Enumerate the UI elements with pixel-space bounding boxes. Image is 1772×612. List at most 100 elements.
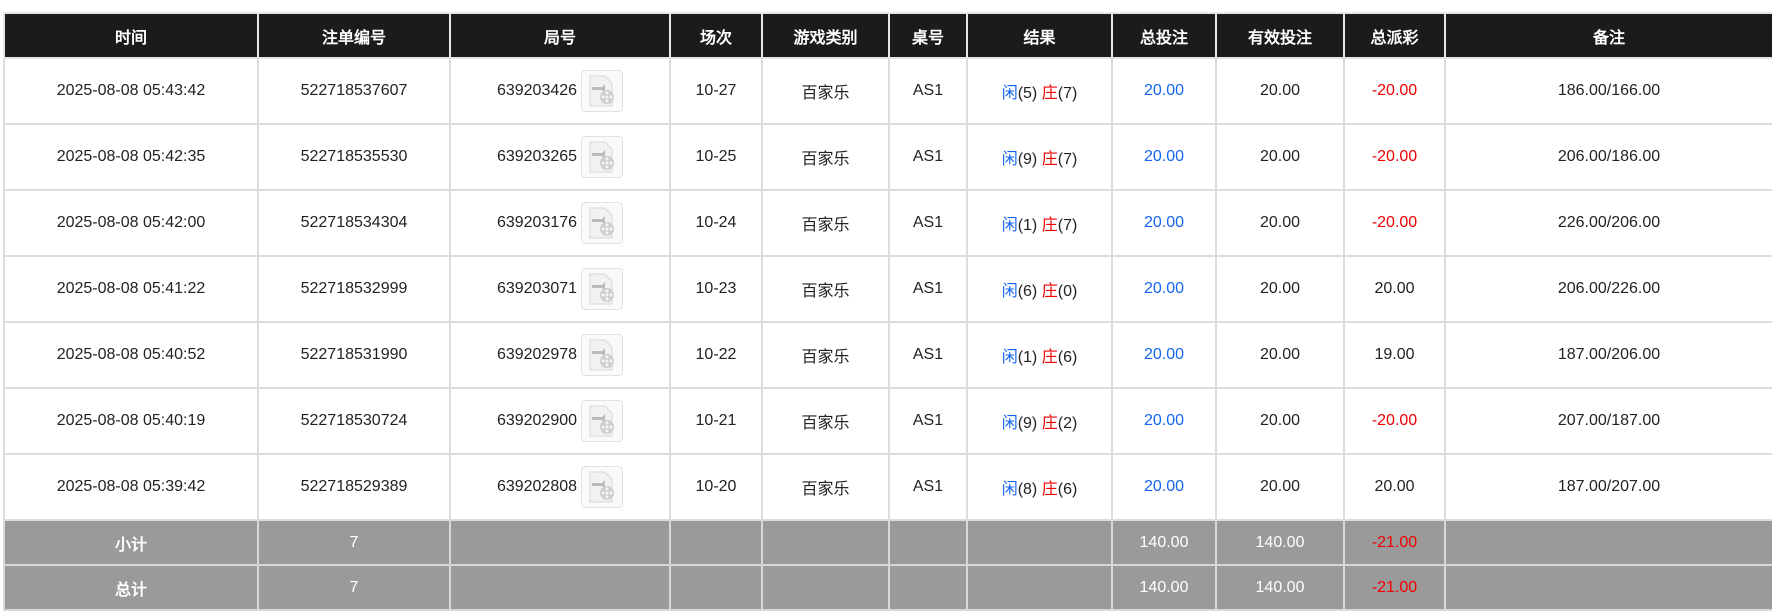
table-row: 2025-08-08 05:40:52 522718531990 639202978… — [3, 321, 1772, 389]
bet-time: 2025-08-08 05:43:42 — [3, 57, 259, 125]
banker-score: (0) — [1057, 283, 1078, 300]
session: 10-27 — [669, 57, 763, 125]
player-label: 闲 — [1001, 415, 1018, 432]
valid-bet: 20.00 — [1215, 453, 1345, 521]
note: 187.00/206.00 — [1444, 321, 1772, 389]
video-file-icon[interactable] — [581, 466, 624, 508]
player-score: (1) — [1017, 349, 1038, 366]
table-number: AS1 — [888, 453, 968, 521]
empty-cell — [449, 564, 671, 611]
result: 闲(9) 庄(2) — [966, 387, 1113, 455]
video-file-icon[interactable] — [581, 136, 624, 178]
session: 10-25 — [669, 123, 763, 191]
bet-time: 2025-08-08 05:41:22 — [3, 255, 259, 323]
round-number: 639203426 — [496, 82, 578, 100]
banker-score: (2) — [1057, 415, 1078, 432]
total-label: 总计 — [3, 564, 259, 611]
subtotal-count: 7 — [257, 519, 451, 566]
result: 闲(1) 庄(7) — [966, 189, 1113, 257]
session: 10-21 — [669, 387, 763, 455]
result: 闲(1) 庄(6) — [966, 321, 1113, 389]
empty-cell — [669, 519, 763, 566]
bet-id: 522718537607 — [257, 57, 451, 125]
video-file-icon[interactable] — [581, 268, 624, 310]
banker-label: 庄 — [1041, 349, 1058, 366]
total-bet: 20.00 — [1111, 57, 1217, 125]
bet-id: 522718531990 — [257, 321, 451, 389]
note: 207.00/187.00 — [1444, 387, 1772, 455]
result: 闲(6) 庄(0) — [966, 255, 1113, 323]
game-type: 百家乐 — [761, 255, 890, 323]
valid-bet: 20.00 — [1215, 57, 1345, 125]
bet-records-table: 时间 注单编号 局号 场次 游戏类别 桌号 结果 总投注 有效投注 总派彩 备注 2025-08-0… — [3, 12, 1772, 611]
subtotal-label: 小计 — [3, 519, 259, 566]
player-label: 闲 — [1001, 217, 1018, 234]
bet-time: 2025-08-08 05:42:35 — [3, 123, 259, 191]
player-label: 闲 — [1001, 481, 1018, 498]
player-score: (6) — [1017, 283, 1038, 300]
game-type: 百家乐 — [761, 57, 890, 125]
player-score: (9) — [1017, 415, 1038, 432]
empty-cell — [888, 564, 968, 611]
total-row: 总计 7 140.00 140.00 -21.00 — [3, 564, 1772, 611]
table-row: 2025-08-08 05:43:42 522718537607 639203426… — [3, 57, 1772, 125]
payout: -20.00 — [1343, 387, 1446, 455]
total-bet: 20.00 — [1111, 321, 1217, 389]
banker-label: 庄 — [1041, 415, 1058, 432]
empty-cell — [761, 564, 890, 611]
round-cell: 639203265 — [449, 123, 671, 191]
round-number: 639203071 — [496, 280, 578, 298]
video-file-icon[interactable] — [581, 202, 624, 244]
video-file-icon[interactable] — [581, 400, 624, 442]
column-header-note: 备注 — [1444, 12, 1772, 59]
player-score: (9) — [1017, 151, 1038, 168]
banker-score: (6) — [1057, 481, 1078, 498]
banker-label: 庄 — [1041, 481, 1058, 498]
total-bet: 20.00 — [1111, 255, 1217, 323]
column-header-payout: 总派彩 — [1343, 12, 1446, 59]
bet-id: 522718535530 — [257, 123, 451, 191]
note: 226.00/206.00 — [1444, 189, 1772, 257]
column-header-total-bet: 总投注 — [1111, 12, 1217, 59]
result: 闲(8) 庄(6) — [966, 453, 1113, 521]
subtotal-row: 小计 7 140.00 140.00 -21.00 — [3, 519, 1772, 566]
bet-time: 2025-08-08 05:40:52 — [3, 321, 259, 389]
game-type: 百家乐 — [761, 123, 890, 191]
round-cell: 639203071 — [449, 255, 671, 323]
banker-score: (7) — [1057, 217, 1078, 234]
payout: -20.00 — [1343, 123, 1446, 191]
valid-bet: 20.00 — [1215, 321, 1345, 389]
player-score: (8) — [1017, 481, 1038, 498]
round-number: 639202900 — [496, 412, 578, 430]
total-payout: -21.00 — [1343, 564, 1446, 611]
bet-time: 2025-08-08 05:42:00 — [3, 189, 259, 257]
session: 10-22 — [669, 321, 763, 389]
game-type: 百家乐 — [761, 387, 890, 455]
total-bet: 20.00 — [1111, 453, 1217, 521]
video-file-icon[interactable] — [581, 334, 624, 376]
payout: 20.00 — [1343, 255, 1446, 323]
column-header-session: 场次 — [669, 12, 763, 59]
session: 10-20 — [669, 453, 763, 521]
column-header-game-type: 游戏类别 — [761, 12, 890, 59]
banker-label: 庄 — [1041, 151, 1058, 168]
bet-id: 522718530724 — [257, 387, 451, 455]
bet-id: 522718529389 — [257, 453, 451, 521]
payout: -20.00 — [1343, 189, 1446, 257]
payout: -20.00 — [1343, 57, 1446, 125]
table-row: 2025-08-08 05:42:35 522718535530 639203265… — [3, 123, 1772, 191]
subtotal-total-bet: 140.00 — [1111, 519, 1217, 566]
video-file-icon[interactable] — [581, 70, 624, 112]
result: 闲(9) 庄(7) — [966, 123, 1113, 191]
session: 10-24 — [669, 189, 763, 257]
player-label: 闲 — [1001, 349, 1018, 366]
game-type: 百家乐 — [761, 321, 890, 389]
subtotal-valid-bet: 140.00 — [1215, 519, 1345, 566]
column-header-round: 局号 — [449, 12, 671, 59]
player-label: 闲 — [1001, 151, 1018, 168]
table-row: 2025-08-08 05:41:22 522718532999 639203071… — [3, 255, 1772, 323]
empty-cell — [449, 519, 671, 566]
player-label: 闲 — [1001, 85, 1018, 102]
banker-score: (6) — [1057, 349, 1078, 366]
table-number: AS1 — [888, 387, 968, 455]
